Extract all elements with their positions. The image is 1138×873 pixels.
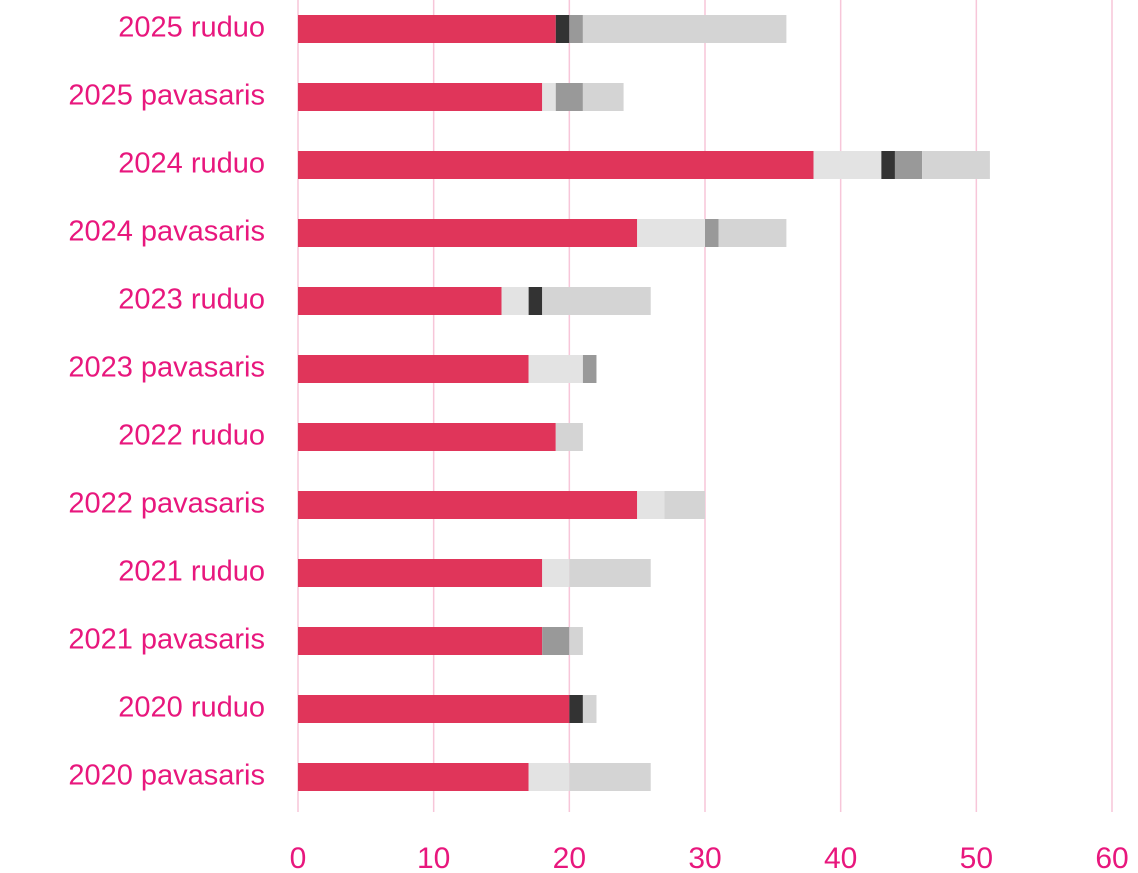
bar-segment — [582, 15, 787, 43]
bar-segment — [298, 695, 570, 723]
bar-segment — [637, 491, 665, 519]
bar-segment — [298, 151, 814, 179]
bar-segment — [569, 15, 583, 43]
x-tick-label: 20 — [553, 842, 586, 873]
bar-segment — [705, 219, 719, 247]
bar-segment — [922, 151, 990, 179]
bar-segment — [298, 423, 556, 451]
y-tick-label: 2023 ruduo — [118, 284, 265, 316]
bar-segment — [298, 287, 502, 315]
x-tick-label: 30 — [688, 842, 721, 873]
bar-segment — [298, 627, 543, 655]
bar-segment — [542, 83, 556, 111]
bar-segment — [298, 15, 556, 43]
bar-segment — [813, 151, 882, 179]
y-tick-label: 2021 ruduo — [118, 556, 265, 588]
bar-segment — [569, 559, 651, 587]
y-tick-label: 2022 ruduo — [118, 420, 265, 452]
bar-segment — [555, 15, 570, 43]
bar-segment — [298, 219, 638, 247]
bar-segment — [555, 83, 583, 111]
bar-segment — [298, 491, 638, 519]
y-tick-label: 2024 pavasaris — [68, 216, 265, 248]
y-tick-label: 2025 ruduo — [118, 12, 265, 44]
bar-segment — [542, 287, 651, 315]
bar-segment — [718, 219, 787, 247]
bar-segment — [569, 695, 583, 723]
y-tick-label: 2024 ruduo — [118, 148, 265, 180]
bar-segment — [542, 627, 570, 655]
bar-segment — [542, 559, 570, 587]
bar-segment — [582, 83, 624, 111]
x-tick-label: 10 — [417, 842, 450, 873]
bar-segment — [569, 627, 583, 655]
bar-segment — [582, 695, 597, 723]
bar-segment — [528, 355, 583, 383]
bar-segment — [555, 423, 583, 451]
y-tick-label: 2022 pavasaris — [68, 488, 265, 520]
bar-segment — [881, 151, 895, 179]
bar-segment — [528, 287, 543, 315]
bar-segment — [298, 763, 529, 791]
y-tick-label: 2023 pavasaris — [68, 352, 265, 384]
bar-segment — [569, 763, 651, 791]
y-tick-label: 2025 pavasaris — [68, 80, 265, 112]
bar-segment — [298, 355, 529, 383]
bar-segment — [894, 151, 923, 179]
x-tick-label: 40 — [824, 842, 857, 873]
bar-segment — [298, 559, 543, 587]
bar-segment — [637, 219, 705, 247]
bar-segment — [664, 491, 705, 519]
bar-segment — [501, 287, 529, 315]
y-tick-label: 2020 ruduo — [118, 692, 265, 724]
bar-segment — [298, 83, 543, 111]
bar-segment — [528, 763, 570, 791]
x-tick-label: 0 — [290, 842, 307, 873]
x-tick-label: 50 — [960, 842, 993, 873]
y-tick-label: 2020 pavasaris — [68, 760, 265, 792]
bar-segment — [582, 355, 597, 383]
y-tick-label: 2021 pavasaris — [68, 624, 265, 656]
x-tick-label: 60 — [1095, 842, 1128, 873]
